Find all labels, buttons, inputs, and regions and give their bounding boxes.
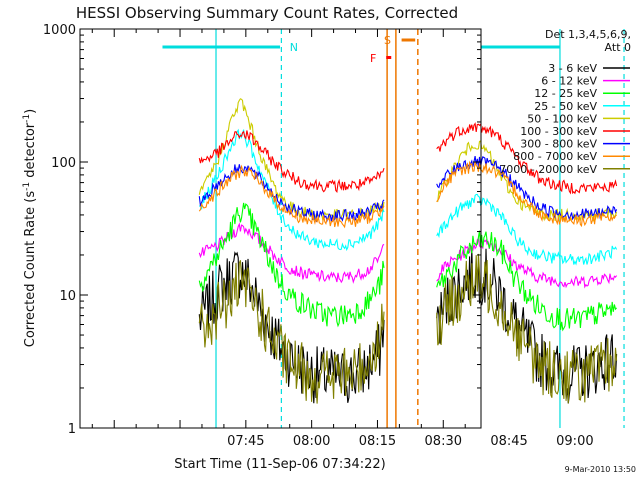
legend-entry-label: 12 - 25 keV (534, 87, 597, 100)
legend-entry-label: 3 - 6 keV (548, 62, 597, 75)
legend-entry-label: 6 - 12 keV (541, 75, 597, 88)
x-tick-label: 08:15 (359, 434, 396, 449)
legend-entry-label: 50 - 100 keV (527, 112, 597, 125)
x-tick-label: 08:45 (490, 434, 527, 449)
y-axis-label-mid: detector (23, 122, 38, 182)
y-tick-label: 100 (51, 156, 76, 171)
legend-entry-label: 100 - 300 keV (520, 125, 597, 138)
y-axis-label-exp1: -1 (22, 182, 32, 191)
legend-title-line-2: Att 0 (605, 41, 631, 54)
x-tick-label: 09:00 (556, 434, 593, 449)
x-axis-label: Start Time (11-Sep-06 07:34:22) (174, 457, 385, 472)
legend-entry-label: 800 - 7000 keV (513, 150, 597, 163)
x-tick-label: 08:00 (293, 434, 330, 449)
night-marker-label: N (290, 41, 298, 54)
legend-entry-label: 300 - 800 keV (520, 138, 597, 151)
legend-entry-label: 7000 - 20000 keV (499, 163, 597, 176)
series-line-7-segment-0 (198, 164, 385, 229)
saa-marker-label: S (384, 34, 391, 47)
flare-marker-label: F (370, 52, 376, 65)
series-line-1-segment-1 (436, 237, 618, 289)
annotation-layer: N SF (162, 29, 625, 428)
y-axis-label-main: Corrected Count Rate (s (23, 191, 38, 348)
footer-timestamp: 9-Mar-2010 13:50 (565, 465, 636, 474)
x-tick-label: 08:30 (425, 434, 462, 449)
flare-marker-bar (386, 56, 392, 59)
y-axis-label-end: ) (23, 109, 38, 114)
y-tick-label: 1000 (43, 23, 76, 38)
series-line-2-segment-0 (198, 202, 385, 328)
series-line-8-segment-1 (436, 253, 618, 404)
series-line-5-segment-0 (198, 130, 385, 193)
y-axis-label: Corrected Count Rate (s-1 detector-1) (22, 109, 38, 347)
chart-title: HESSI Observing Summary Count Rates, Cor… (76, 4, 458, 22)
plot-area: N SF 1 10 100 1000 07:45 08:00 08:15 08:30 08:45 0… (43, 23, 625, 449)
series-line-8-segment-0 (198, 260, 385, 404)
tick-layer: 1 10 100 1000 07:45 08:00 08:15 08:30 08:45 09:00 (43, 23, 594, 449)
x-tick-label: 07:45 (227, 434, 264, 449)
series-line-0-segment-1 (436, 246, 618, 404)
y-tick-label: 1 (68, 422, 76, 437)
y-tick-label: 10 (59, 289, 76, 304)
series-line-3-segment-1 (436, 193, 618, 266)
series-layer (198, 98, 618, 404)
series-line-7-segment-1 (436, 160, 617, 228)
legend-title-line-1: Det 1,3,4,5,6,9, (545, 28, 631, 41)
y-axis-label-exp2: -1 (22, 114, 32, 123)
series-line-6-segment-1 (436, 155, 618, 221)
series-line-2-segment-1 (436, 230, 618, 332)
series-line-5-segment-1 (436, 122, 618, 195)
series-line-0-segment-0 (198, 251, 385, 404)
legend-entry-label: 25 - 50 keV (534, 100, 597, 113)
series-line-3-segment-0 (198, 128, 385, 252)
plot-frame (79, 28, 482, 429)
